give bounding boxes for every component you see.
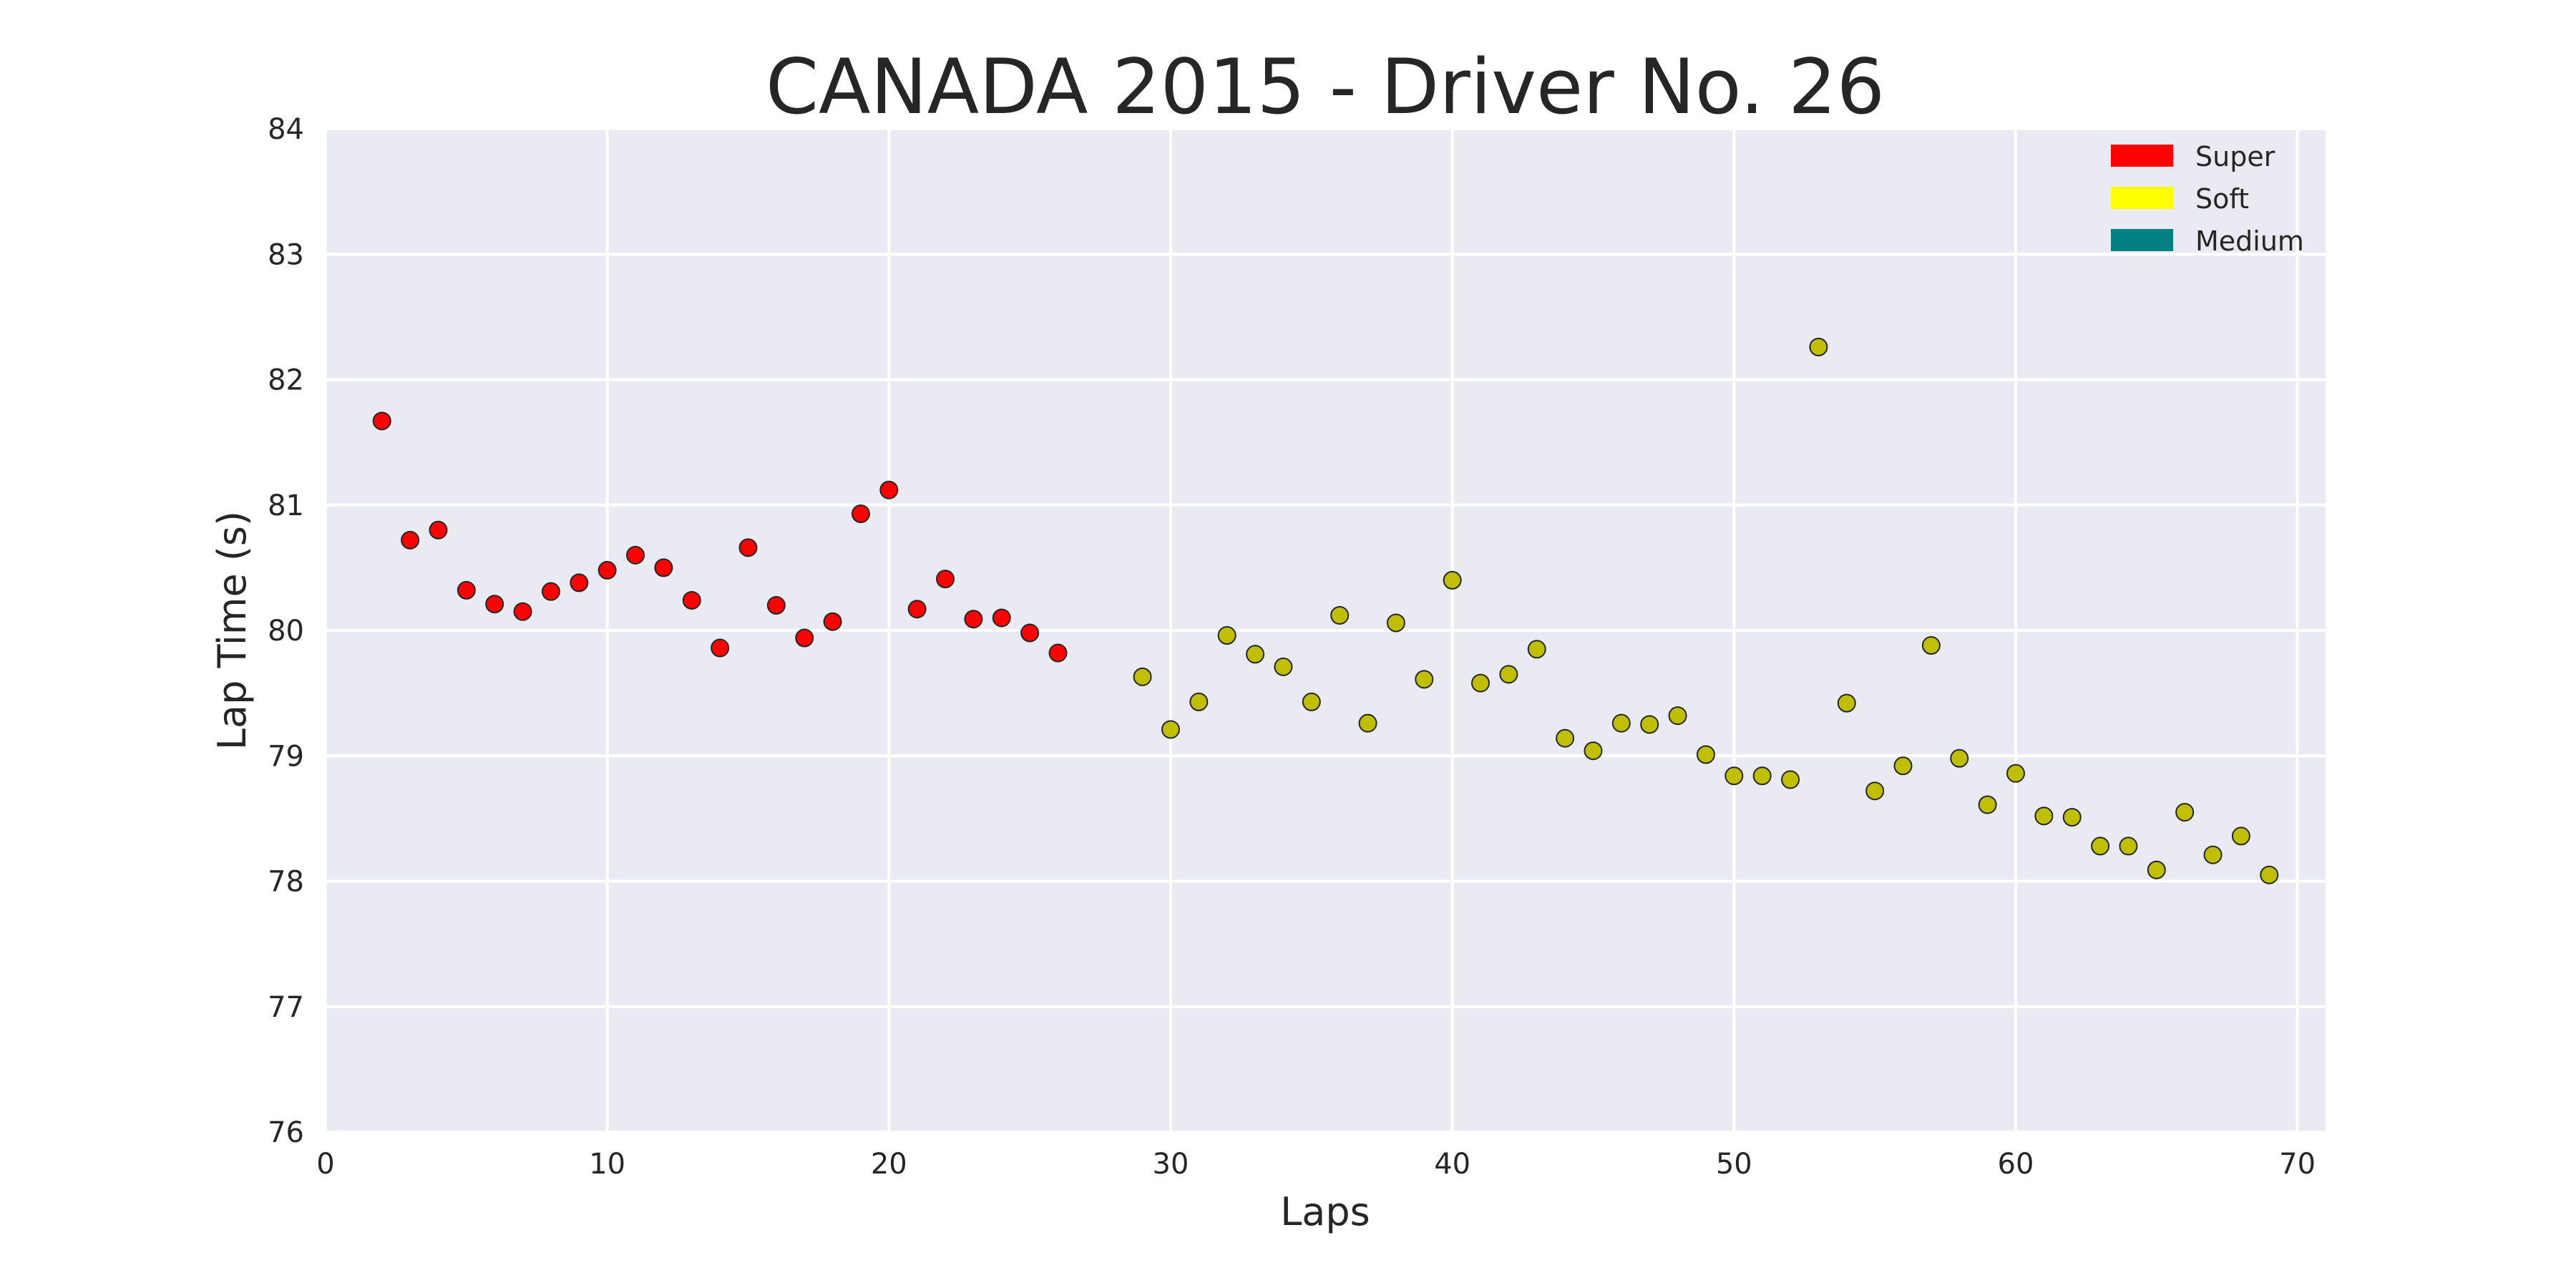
- data-point-super: [429, 520, 448, 540]
- data-point-super: [851, 504, 870, 524]
- data-point-soft: [2062, 808, 2082, 827]
- data-point-soft: [1499, 665, 1518, 684]
- data-point-soft: [1781, 770, 1800, 789]
- data-point-super: [626, 545, 645, 565]
- y-tick-label: 80: [268, 615, 304, 648]
- data-point-soft: [1556, 728, 1575, 748]
- data-point-super: [992, 608, 1011, 628]
- data-point-soft: [1358, 713, 1377, 733]
- x-tick-label: 30: [1153, 1148, 1189, 1181]
- data-point-super: [738, 538, 758, 557]
- data-point-soft: [1893, 756, 1913, 776]
- data-point-soft: [2147, 860, 2166, 879]
- data-point-super: [513, 602, 532, 621]
- data-point-soft: [1527, 640, 1546, 659]
- data-point-soft: [1386, 613, 1405, 633]
- legend-label-medium: Medium: [2195, 225, 2304, 257]
- data-point-soft: [1302, 692, 1321, 711]
- data-point-soft: [1584, 741, 1603, 761]
- y-tick-label: 76: [268, 1116, 304, 1149]
- legend: Super Soft Medium: [2111, 141, 2304, 257]
- y-tick-label: 84: [268, 113, 304, 146]
- data-point-super: [823, 612, 842, 631]
- data-point-super: [1048, 643, 1068, 663]
- data-point-soft: [1443, 570, 1462, 590]
- grid-lines: [324, 127, 2326, 1133]
- data-point-soft: [1752, 766, 1772, 786]
- data-points: [372, 337, 2279, 884]
- legend-swatch-super: [2111, 145, 2173, 167]
- data-point-super: [372, 411, 391, 431]
- legend-swatch-medium: [2111, 229, 2173, 251]
- x-axis-label: Laps: [1280, 1189, 1370, 1234]
- data-point-soft: [2231, 826, 2250, 846]
- data-point-soft: [2260, 865, 2279, 884]
- data-point-soft: [2203, 845, 2223, 864]
- x-tick-label: 50: [1716, 1148, 1752, 1181]
- x-tick-label: 60: [1998, 1148, 2034, 1181]
- data-point-super: [795, 628, 814, 648]
- data-point-soft: [1217, 626, 1236, 645]
- data-point-soft: [1330, 605, 1350, 625]
- x-tick-labels: 0 10 20 30 40 50 60 70: [316, 1148, 2316, 1181]
- data-point-soft: [1133, 667, 1152, 686]
- data-point-super: [936, 570, 955, 589]
- data-point-super: [711, 638, 730, 658]
- data-point-soft: [1189, 692, 1209, 711]
- data-point-super: [401, 530, 420, 550]
- y-tick-labels: 76 77 78 79 80 81 82 83 84: [268, 113, 304, 1149]
- data-point-soft: [1274, 657, 1293, 676]
- y-tick-label: 82: [268, 364, 304, 397]
- legend-label-soft: Soft: [2195, 183, 2249, 215]
- data-point-soft: [1865, 781, 1885, 801]
- data-point-soft: [1696, 745, 1715, 764]
- legend-swatch-soft: [2111, 187, 2173, 209]
- data-point-super: [964, 610, 983, 629]
- data-point-soft: [1611, 713, 1631, 733]
- data-point-soft: [1161, 720, 1180, 739]
- y-axis-label: Lap Time (s): [210, 511, 255, 750]
- data-point-soft: [1809, 337, 1828, 356]
- data-point-super: [597, 560, 617, 580]
- legend-label-super: Super: [2195, 141, 2275, 172]
- data-point-soft: [1246, 645, 1265, 664]
- x-tick-label: 40: [1434, 1148, 1470, 1181]
- data-point-soft: [1640, 715, 1659, 734]
- y-tick-label: 79: [268, 740, 304, 773]
- data-point-super: [570, 573, 589, 592]
- data-point-super: [1020, 623, 1040, 643]
- data-point-super: [907, 600, 927, 619]
- data-point-super: [485, 595, 504, 614]
- data-point-soft: [1668, 706, 1687, 726]
- data-point-soft: [2034, 806, 2054, 826]
- data-point-soft: [1415, 670, 1434, 689]
- data-point-soft: [1921, 636, 1941, 655]
- data-point-soft: [2175, 803, 2195, 822]
- data-point-soft: [1837, 693, 1856, 713]
- chart-title: CANADA 2015 - Driver No. 26: [766, 43, 1885, 131]
- data-point-super: [457, 580, 476, 600]
- y-tick-label: 78: [268, 866, 304, 899]
- data-point-soft: [1978, 795, 1997, 814]
- data-point-soft: [2119, 836, 2138, 856]
- x-tick-label: 20: [871, 1148, 907, 1181]
- x-tick-label: 0: [316, 1148, 334, 1181]
- y-tick-label: 81: [268, 489, 304, 522]
- data-point-soft: [1950, 748, 1969, 768]
- data-point-soft: [2006, 763, 2025, 783]
- data-point-super: [766, 595, 786, 615]
- data-point-super: [654, 558, 673, 577]
- y-tick-label: 77: [268, 991, 304, 1024]
- data-point-super: [879, 480, 899, 499]
- x-tick-label: 10: [589, 1148, 625, 1181]
- data-point-soft: [2091, 836, 2110, 856]
- data-point-soft: [1471, 673, 1491, 693]
- data-point-super: [682, 590, 701, 610]
- data-point-super: [541, 582, 560, 601]
- data-point-soft: [1724, 766, 1744, 786]
- x-tick-label: 70: [2279, 1148, 2316, 1181]
- y-tick-label: 83: [268, 238, 304, 271]
